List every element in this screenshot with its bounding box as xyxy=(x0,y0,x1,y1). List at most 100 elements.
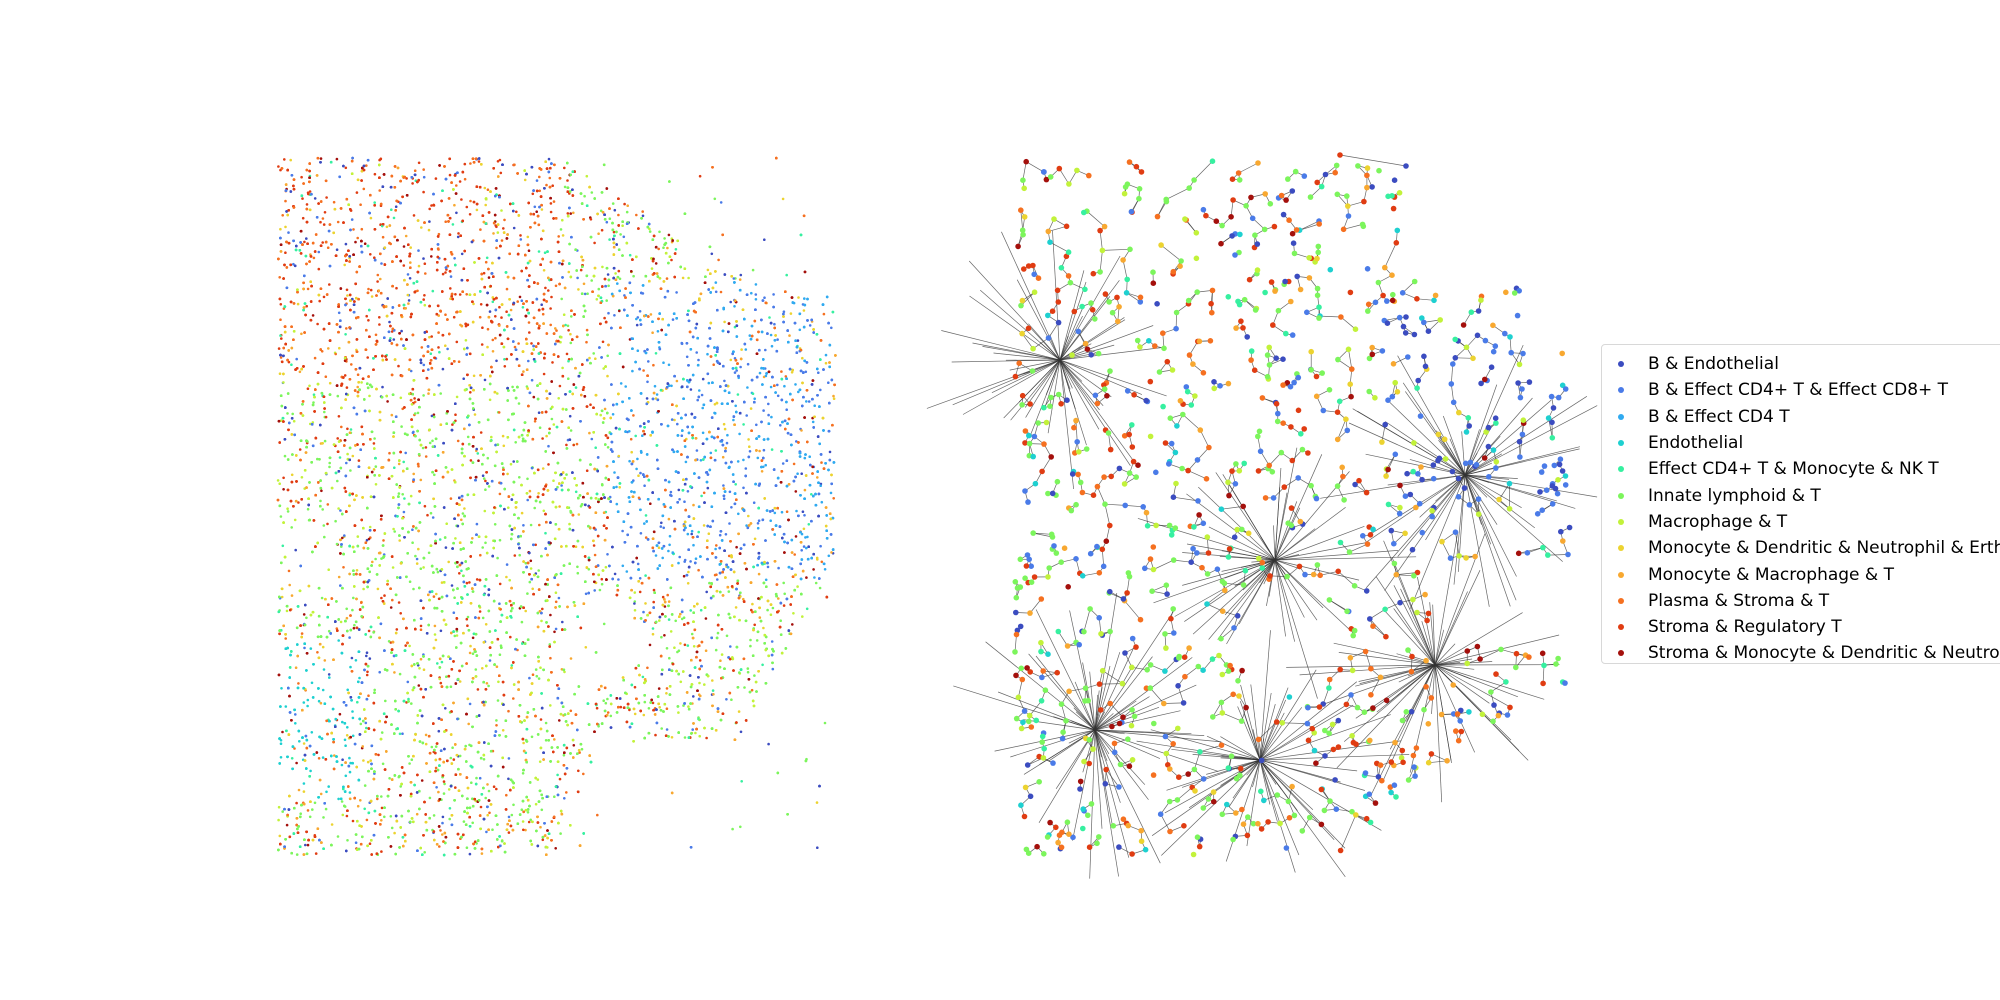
cell-point xyxy=(279,303,283,306)
cell-point xyxy=(754,298,758,301)
cell-point xyxy=(296,302,300,306)
cell-point xyxy=(457,232,460,235)
cell-point xyxy=(606,553,609,556)
cell-point xyxy=(753,537,757,541)
cell-point xyxy=(390,413,394,417)
cell-point xyxy=(501,434,505,438)
cell-point xyxy=(286,412,289,415)
cell-point xyxy=(593,553,597,557)
cell-point xyxy=(306,843,310,847)
cell-point xyxy=(539,718,543,721)
cell-point xyxy=(369,253,372,256)
cell-point xyxy=(334,519,337,523)
cell-point xyxy=(463,507,466,510)
cell-point xyxy=(451,423,454,426)
cell-point xyxy=(639,471,642,475)
cell-point xyxy=(676,650,679,654)
cell-point xyxy=(502,444,506,448)
cell-point xyxy=(791,623,794,626)
cell-point xyxy=(545,434,548,438)
cell-point xyxy=(749,644,752,648)
cell-point xyxy=(340,425,343,429)
cell-point xyxy=(515,210,518,214)
cell-point xyxy=(448,817,452,821)
cell-point xyxy=(362,187,366,191)
cell-point xyxy=(686,582,690,585)
cell-point xyxy=(722,497,726,501)
cell-point xyxy=(432,595,436,598)
cell-point xyxy=(348,770,352,774)
cell-point xyxy=(585,174,589,178)
cell-point xyxy=(761,663,764,667)
cell-point xyxy=(748,445,751,449)
cell-point xyxy=(755,423,758,427)
cell-point xyxy=(619,233,622,236)
cell-point xyxy=(479,805,483,809)
cell-point xyxy=(764,374,768,378)
cell-point xyxy=(602,699,605,702)
cell-point xyxy=(431,289,435,293)
cell-point xyxy=(332,200,336,204)
cell-point xyxy=(452,315,456,319)
cell-point xyxy=(367,629,371,633)
cell-point xyxy=(402,510,406,514)
cell-point xyxy=(324,807,328,811)
cell-point xyxy=(495,787,498,791)
cell-point xyxy=(763,296,766,300)
cell-point xyxy=(820,461,823,464)
cell-point xyxy=(802,545,806,548)
cell-point xyxy=(449,756,453,760)
cell-point xyxy=(662,526,665,530)
cell-point xyxy=(764,578,768,582)
cell-point xyxy=(355,191,359,194)
cell-point xyxy=(294,666,298,669)
cell-point xyxy=(356,535,360,538)
cell-point xyxy=(279,318,282,322)
cell-point xyxy=(793,553,796,556)
cell-point xyxy=(397,364,400,368)
cell-point xyxy=(297,501,300,504)
cell-point xyxy=(505,310,508,314)
cell-point xyxy=(319,792,323,796)
cell-point xyxy=(722,484,725,487)
cell-point xyxy=(345,616,349,620)
cell-point xyxy=(305,616,308,620)
cell-point xyxy=(439,681,443,685)
cell-point xyxy=(558,719,561,722)
cell-point xyxy=(447,560,451,564)
cell-point xyxy=(281,544,285,548)
cell-point xyxy=(739,273,743,277)
cell-point xyxy=(682,704,685,707)
cell-point xyxy=(816,476,819,479)
cell-point xyxy=(638,310,642,313)
cell-point xyxy=(643,700,647,704)
cell-point xyxy=(601,265,604,269)
cell-point xyxy=(484,541,487,545)
cell-point xyxy=(698,174,702,178)
cell-point xyxy=(538,189,541,193)
cell-point xyxy=(345,327,348,330)
cell-point xyxy=(576,276,579,280)
cell-point xyxy=(335,248,339,251)
cell-point xyxy=(718,533,722,537)
cell-point xyxy=(660,521,663,525)
cell-point xyxy=(552,200,556,203)
cell-point xyxy=(393,671,396,674)
cell-point xyxy=(436,662,439,665)
cell-point xyxy=(283,158,286,161)
cell-point xyxy=(440,660,444,664)
cell-point xyxy=(669,490,673,494)
cell-point xyxy=(554,327,557,330)
cell-point xyxy=(368,842,372,845)
cell-point xyxy=(668,534,672,538)
cell-point xyxy=(367,537,371,541)
cell-point xyxy=(409,246,413,249)
cell-point xyxy=(312,393,316,397)
cell-point xyxy=(619,382,623,385)
cell-point xyxy=(668,543,671,547)
cell-point xyxy=(540,208,544,211)
cell-point xyxy=(482,271,486,275)
cell-point xyxy=(728,522,731,525)
cell-point xyxy=(316,322,319,326)
cell-point xyxy=(278,482,282,486)
